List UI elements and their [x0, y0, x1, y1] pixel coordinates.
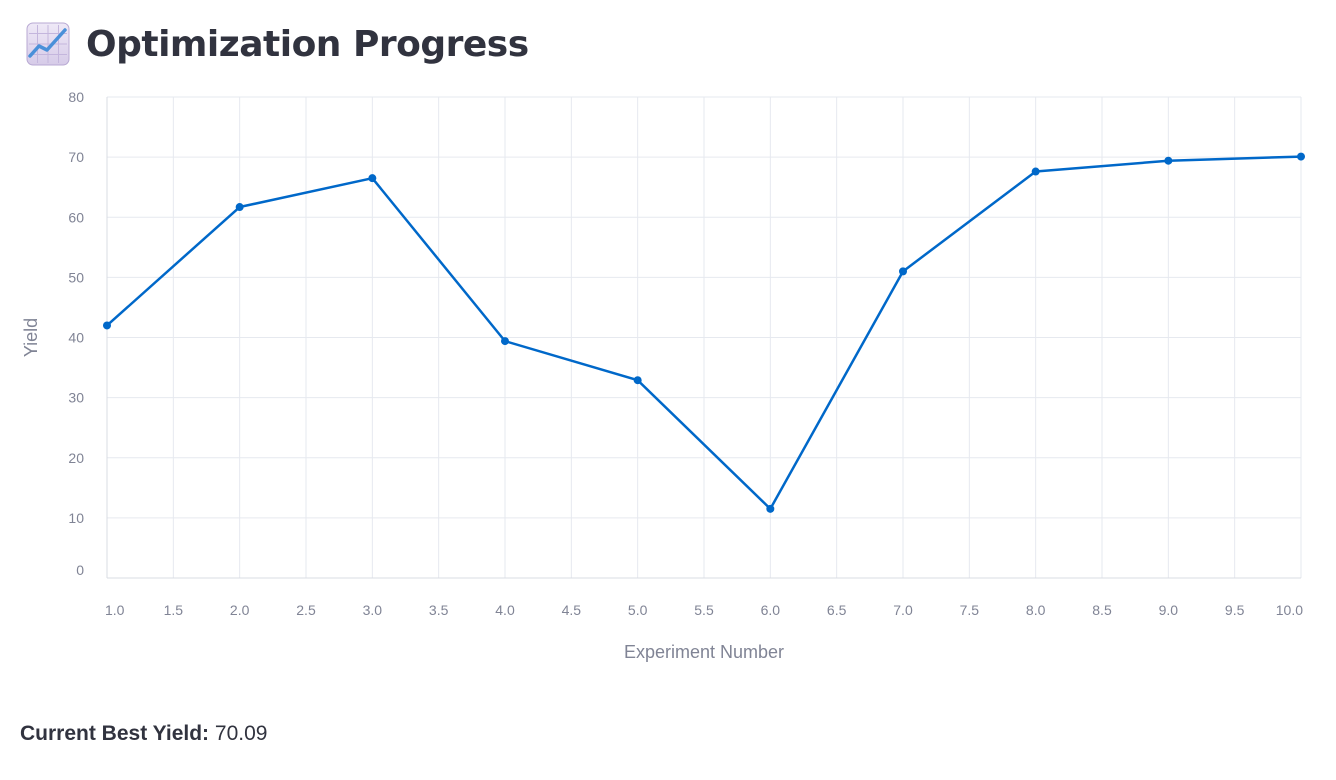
x-tick-label: 9.0 [1159, 602, 1179, 618]
x-tick-label: 3.5 [429, 602, 449, 618]
x-tick-label: 9.5 [1225, 602, 1245, 618]
x-tick-label: 1.5 [164, 602, 184, 618]
data-point[interactable] [899, 267, 907, 276]
chart-axis-titles: Experiment Number Yield [21, 318, 784, 662]
x-tick-label: 5.5 [694, 602, 714, 618]
y-tick-label: 60 [68, 209, 84, 225]
best-yield-summary: Current Best Yield: 70.09 [20, 722, 267, 746]
x-tick-label: 1.0 [105, 602, 125, 618]
y-tick-label: 10 [68, 510, 84, 526]
y-tick-label: 20 [68, 450, 84, 466]
chart-canvas: 1.0 1.5 2.0 2.5 3.0 3.5 4.0 4.5 5.0 5.5 6.0 6.5 7.0 7… [21, 89, 1305, 662]
y-tick-label: 70 [68, 149, 84, 165]
x-axis-title: Experiment Number [624, 642, 784, 662]
optimization-line-chart[interactable]: 1.0 1.5 2.0 2.5 3.0 3.5 4.0 4.5 5.0 5.5 6.0 6.5 7.0 7… [0, 80, 1336, 680]
best-yield-label: Current Best Yield: [20, 722, 210, 745]
data-point[interactable] [103, 321, 111, 330]
x-tick-label: 6.0 [761, 602, 781, 618]
data-point[interactable] [633, 376, 642, 385]
data-point[interactable] [1164, 156, 1173, 165]
x-tick-label: 5.0 [628, 602, 648, 618]
x-tick-label: 8.5 [1092, 602, 1112, 618]
page-title: Optimization Progress [86, 23, 529, 65]
y-tick-label: 0 [76, 562, 84, 578]
y-axis-title: Yield [21, 318, 41, 357]
y-tick-label: 40 [68, 330, 84, 346]
y-tick-label: 50 [68, 269, 84, 285]
data-point[interactable] [1297, 152, 1305, 161]
x-tick-label: 3.0 [363, 602, 383, 618]
series-line [105, 155, 1303, 511]
data-point[interactable] [501, 337, 509, 346]
chart-axes [106, 97, 1301, 579]
page-header: Optimization Progress [26, 18, 529, 70]
x-tick-label: 2.5 [296, 602, 316, 618]
data-point[interactable] [766, 504, 775, 513]
best-yield-value: 70.09 [214, 722, 268, 745]
chart-grid [106, 96, 1302, 578]
x-tick-label: 8.0 [1026, 602, 1046, 618]
chart-series [103, 152, 1305, 513]
x-tick-label: 7.5 [960, 602, 980, 618]
x-tick-label: 7.0 [893, 602, 913, 618]
data-point[interactable] [235, 203, 244, 212]
x-tick-label: 4.5 [562, 602, 582, 618]
data-point[interactable] [368, 174, 377, 183]
chart-increasing-icon [26, 22, 70, 66]
y-tick-label: 80 [68, 89, 84, 105]
x-tick-label: 2.0 [230, 602, 250, 618]
data-point[interactable] [1031, 167, 1040, 176]
x-tick-label: 4.0 [495, 602, 515, 618]
y-tick-label: 30 [68, 390, 84, 406]
x-tick-label: 10.0 [1276, 602, 1303, 618]
chart-tick-labels: 1.0 1.5 2.0 2.5 3.0 3.5 4.0 4.5 5.0 5.5 6.0 6.5 7.0 7… [68, 89, 1303, 618]
x-tick-label: 6.5 [827, 602, 847, 618]
